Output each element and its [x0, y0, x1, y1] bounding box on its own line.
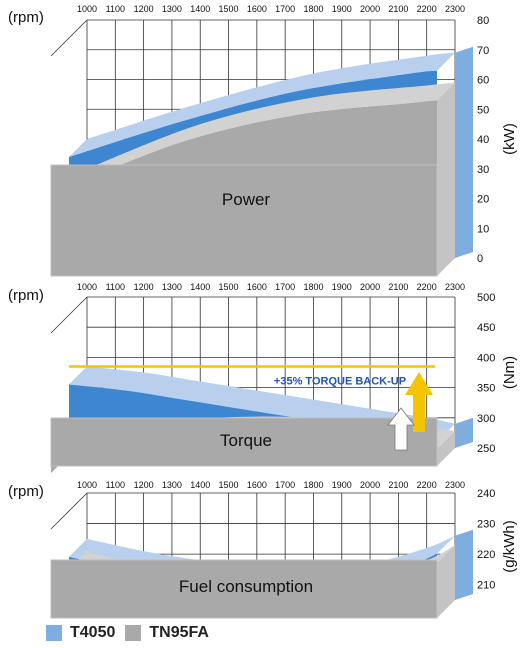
x-tick-label: 1000 [77, 282, 97, 292]
torque-backup-annotation: +35% TORQUE BACK-UP [274, 375, 406, 387]
x-tick-label: 1600 [247, 4, 267, 14]
y-tick-label: 240 [477, 488, 495, 500]
y-axis-label: (Nm) [501, 356, 518, 389]
x-tick-label: 2000 [360, 480, 380, 490]
y-tick-label: 220 [477, 549, 495, 561]
x-tick-label: 1000 [77, 4, 97, 14]
x-tick-label: 2200 [417, 480, 437, 490]
x-tick-label: 1500 [219, 282, 239, 292]
x-tick-label: 1300 [162, 282, 182, 292]
y-tick-label: 30 [477, 164, 489, 176]
chart-title: Fuel consumption [179, 577, 313, 596]
x-tick-label: 1300 [162, 480, 182, 490]
x-tick-label: 1000 [77, 480, 97, 490]
x-tick-label: 2000 [360, 282, 380, 292]
x-tick-label: 1200 [134, 4, 154, 14]
legend: T4050 TN95FA [46, 622, 209, 644]
y-tick-label: 230 [477, 519, 495, 531]
x-tick-label: 1500 [219, 4, 239, 14]
side-wall-tn95fa [437, 82, 455, 276]
frame-diagonal [50, 19, 88, 57]
base-band [50, 164, 438, 277]
y-axis-label: (kW) [501, 123, 518, 155]
x-tick-label: 2300 [445, 282, 465, 292]
x-tick-label: 1400 [190, 282, 210, 292]
chart-2: 1000 1100 1200 1300 1400 1500 1600 1700 1800 1900… [8, 480, 518, 619]
x-tick-label: 1600 [247, 282, 267, 292]
x-tick-label: 2100 [388, 4, 408, 14]
x-tick-label: 1800 [303, 282, 323, 292]
x-tick-label: 1200 [134, 480, 154, 490]
x-tick-label: 1700 [275, 480, 295, 490]
side-wall-t4050 [455, 529, 473, 600]
x-tick-label: 1200 [134, 282, 154, 292]
side-wall-tn95fa [437, 431, 455, 466]
series-t4050-top [69, 52, 455, 157]
x-tick-label: 2100 [388, 480, 408, 490]
x-tick-label: 1900 [332, 4, 352, 14]
frame-diagonal [50, 492, 88, 530]
x-tick-label: 1800 [303, 480, 323, 490]
backup-arrow [405, 372, 433, 432]
x-tick-label: 1900 [332, 282, 352, 292]
x-axis-label: (rpm) [8, 483, 44, 500]
chart-1: 1000 1100 1200 1300 1400 1500 1600 1700 1800 1900… [8, 282, 518, 474]
x-tick-label: 1800 [303, 4, 323, 14]
legend-item-tn95fa: TN95FA [125, 624, 209, 642]
chart-title: Power [222, 190, 271, 209]
legend-swatch-tn95fa [125, 625, 142, 641]
side-wall-tn95fa [437, 544, 455, 618]
x-tick-label: 1100 [106, 480, 125, 490]
side-wall-t4050 [455, 46, 473, 258]
y-tick-label: 350 [477, 383, 495, 395]
y-tick-label: 70 [477, 45, 489, 57]
x-axis-label: (rpm) [8, 287, 44, 304]
y-tick-label: 40 [477, 134, 489, 146]
x-tick-label: 2300 [445, 480, 465, 490]
chart-title: Torque [220, 431, 272, 450]
x-tick-label: 1300 [162, 4, 182, 14]
x-tick-label: 1500 [219, 480, 239, 490]
y-tick-label: 450 [477, 322, 495, 334]
x-tick-label: 1400 [190, 4, 210, 14]
legend-label-tn95fa: TN95FA [149, 624, 209, 641]
x-tick-label: 1700 [275, 282, 295, 292]
x-axis-label: (rpm) [8, 9, 44, 26]
x-tick-label: 2000 [360, 4, 380, 14]
legend-swatch-t4050 [46, 625, 62, 641]
side-wall-t4050 [455, 417, 473, 448]
y-tick-label: 20 [477, 194, 489, 206]
x-tick-label: 1700 [275, 4, 295, 14]
x-tick-label: 1900 [332, 480, 352, 490]
x-tick-label: 1600 [247, 480, 267, 490]
y-axis-label: (g/kWh) [501, 520, 518, 573]
base-band [50, 417, 438, 467]
x-tick-label: 2200 [417, 282, 437, 292]
series-tn95fa-top [69, 82, 455, 187]
y-tick-label: 300 [477, 413, 495, 425]
base-band [50, 559, 438, 619]
x-tick-label: 2200 [417, 4, 437, 14]
y-tick-label: 50 [477, 104, 489, 116]
y-tick-label: 500 [477, 292, 495, 304]
x-tick-label: 2100 [388, 282, 408, 292]
x-tick-label: 1400 [190, 480, 210, 490]
y-tick-label: 210 [477, 580, 495, 592]
y-tick-label: 80 [477, 15, 489, 27]
y-tick-label: 400 [477, 352, 495, 364]
y-tick-label: 250 [477, 443, 495, 455]
chart-0: 1000 1100 1200 1300 1400 1500 1600 1700 1800 1900… [8, 4, 518, 277]
x-tick-label: 1100 [106, 4, 125, 14]
backup-arrow-base [387, 407, 415, 451]
legend-label-t4050: T4050 [70, 624, 116, 641]
x-tick-label: 1100 [106, 282, 125, 292]
x-tick-label: 2300 [445, 4, 465, 14]
y-tick-label: 60 [477, 75, 489, 87]
y-tick-label: 0 [477, 253, 483, 265]
frame-diagonal [50, 296, 88, 334]
legend-item-t4050: T4050 [46, 624, 115, 642]
y-tick-label: 10 [477, 223, 489, 235]
